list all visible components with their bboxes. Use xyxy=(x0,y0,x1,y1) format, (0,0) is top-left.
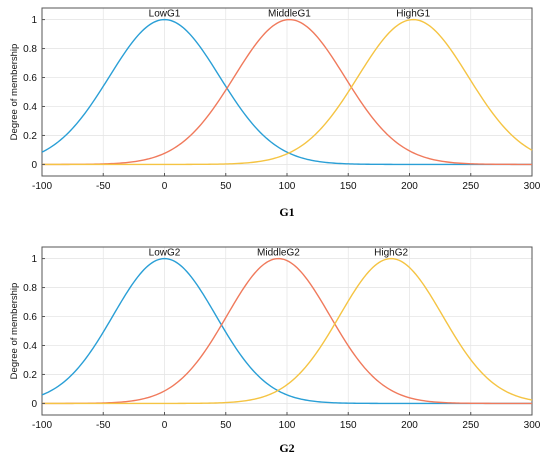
chart-g1-x-tick-label: 50 xyxy=(220,181,232,192)
chart-g1-y-tick-label: 1 xyxy=(31,15,37,26)
chart-g1-series-group: LowG1 MiddleG1 HighG1 xyxy=(41,9,533,166)
chart-g1: LowG1 MiddleG1 HighG1 00.20.40.60.81 -100-… xyxy=(9,7,541,219)
chart-g2-series-label: MiddleG2 xyxy=(257,248,300,259)
chart-g2-x-tick-label: 250 xyxy=(462,420,479,431)
chart-g1-y-tick-label: 0.4 xyxy=(23,102,37,113)
chart-g2-x-axis-label: G2 xyxy=(279,441,294,455)
chart-g2: LowG2 MiddleG2 HighG2 00.20.40.60.81 -100-… xyxy=(9,246,541,455)
chart-g2-x-tick-label: 100 xyxy=(279,420,296,431)
chart-g1-y-tick-label: 0.2 xyxy=(23,131,37,142)
chart-g1-y-tick-label: 0.8 xyxy=(23,44,37,55)
chart-g1-series-line-middleg1 xyxy=(42,18,532,166)
chart-g2-series-label: HighG2 xyxy=(374,248,408,259)
chart-g2-y-tick-label: 0.8 xyxy=(23,283,37,294)
chart-g1-y-axis-label: Degree of membership xyxy=(9,44,20,141)
chart-g1-x-tick-label: 100 xyxy=(279,181,296,192)
chart-g2-x-tick-label: 50 xyxy=(220,420,232,431)
chart-g1-x-tick-label: 200 xyxy=(401,181,418,192)
chart-g2-series-label: LowG2 xyxy=(149,248,181,259)
chart-g1-y-tick-label: 0.6 xyxy=(23,73,37,84)
chart-g1-grid xyxy=(41,8,533,176)
chart-g2-x-tick-label: -50 xyxy=(96,420,111,431)
chart-g1-x-axis-label: G1 xyxy=(279,205,294,219)
chart-g1-x-tick-label: 0 xyxy=(162,181,168,192)
chart-g2-y-axis-label: Degree of membership xyxy=(9,283,20,380)
chart-g2-x-tick-label: 0 xyxy=(162,420,168,431)
chart-g1-series-label: MiddleG1 xyxy=(268,9,311,20)
chart-g2-y-tick-label: 0.6 xyxy=(23,312,37,323)
chart-g1-x-tick-label: 300 xyxy=(524,181,541,192)
chart-g2-x-tick-label: -100 xyxy=(32,420,52,431)
chart-g2-y-tick-label: 0 xyxy=(31,399,37,410)
chart-g2-series-line-highg2 xyxy=(42,257,533,405)
chart-g2-x-tick-label: 300 xyxy=(524,420,541,431)
chart-g2-y-tick-label: 0.2 xyxy=(23,370,37,381)
chart-g1-series-label: LowG1 xyxy=(149,9,181,20)
chart-g1-series-label: HighG1 xyxy=(396,9,430,20)
chart-g1-series-line-lowg1 xyxy=(41,18,532,166)
chart-g2-x-tick-label: 150 xyxy=(340,420,357,431)
chart-g1-series-line-highg1 xyxy=(42,18,533,166)
chart-g2-series-group: LowG2 MiddleG2 HighG2 xyxy=(41,248,533,405)
chart-g2-x-ticks: -100 -50 0 50 100 150 200 250 300 xyxy=(32,412,541,431)
chart-g1-x-tick-label: 150 xyxy=(340,181,357,192)
chart-g1-x-tick-label: -100 xyxy=(32,181,52,192)
chart-g2-grid xyxy=(41,247,533,415)
chart-g1-x-tick-label: -50 xyxy=(96,181,111,192)
chart-g1-x-tick-label: 250 xyxy=(462,181,479,192)
chart-g2-series-line-middleg2 xyxy=(42,257,532,405)
chart-g2-x-tick-label: 200 xyxy=(401,420,418,431)
chart-g2-y-ticks: 0 0.2 0.4 0.6 0.8 1 xyxy=(23,254,45,410)
chart-g2-y-tick-label: 0.4 xyxy=(23,341,37,352)
chart-g1-y-tick-label: 0 xyxy=(31,160,37,171)
chart-g1-y-ticks: 0 0.2 0.4 0.6 0.8 1 xyxy=(23,15,45,171)
chart-g1-x-ticks: -100 -50 0 50 100 150 200 250 300 xyxy=(32,173,541,192)
chart-g2-y-tick-label: 1 xyxy=(31,254,37,265)
